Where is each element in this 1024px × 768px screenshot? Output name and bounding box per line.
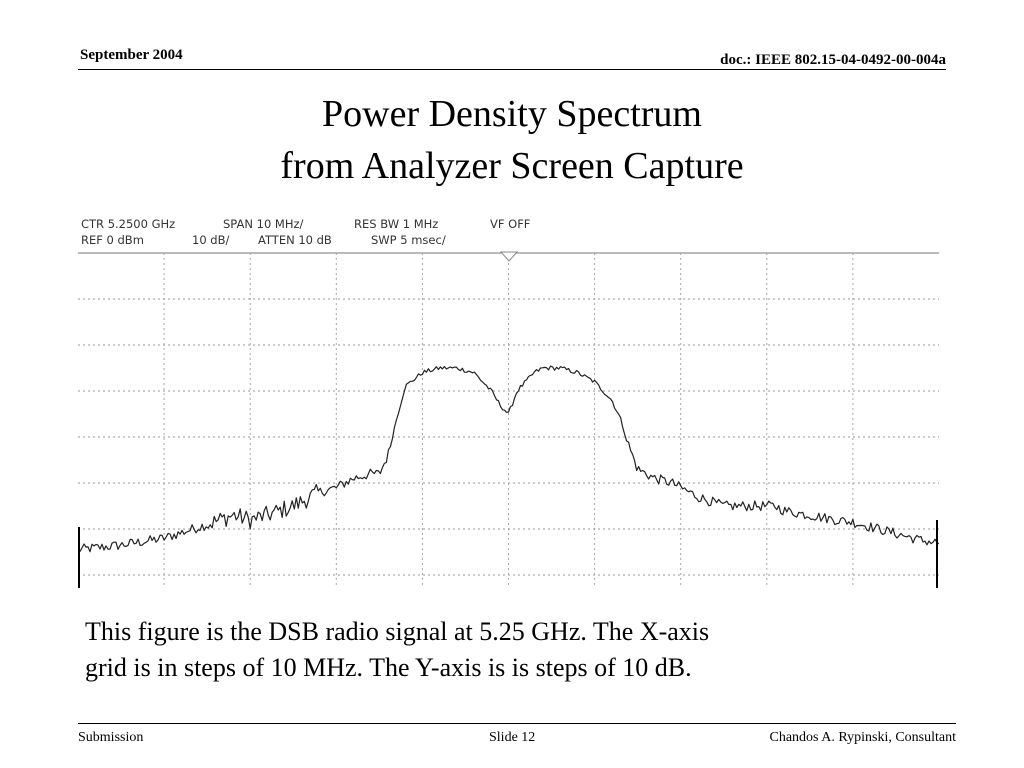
readout-vf: VF OFF	[490, 217, 530, 231]
slide-title: Power Density Spectrum from Analyzer Scr…	[0, 88, 1024, 192]
spectrum-trace	[78, 365, 939, 553]
analyzer-screen-capture: CTR 5.2500 GHz SPAN 10 MHz/ RES BW 1 MHz…	[78, 212, 939, 588]
reference-marker	[499, 251, 519, 262]
caption-line-1: This figure is the DSB radio signal at 5…	[85, 617, 710, 646]
footer-submission: Submission	[78, 730, 144, 745]
readout-atten: ATTEN 10 dB	[258, 233, 332, 247]
graticule	[78, 252, 939, 588]
readout-span: SPAN 10 MHz/	[223, 217, 304, 231]
readout-res-bw: RES BW 1 MHz	[354, 217, 438, 231]
footer-rule	[78, 723, 956, 724]
readout-swp: SWP 5 msec/	[371, 233, 446, 247]
readout-ref: REF 0 dBm	[81, 233, 144, 247]
readout-scale: 10 dB/	[192, 233, 229, 247]
header-doc-id: doc.: IEEE 802.15-04-0492-00-004a	[720, 52, 946, 68]
header-date: September 2004	[80, 47, 183, 63]
caption-line-2: grid is in steps of 10 MHz. The Y-axis i…	[85, 653, 692, 682]
figure-caption: This figure is the DSB radio signal at 5…	[85, 614, 965, 686]
slide-title-line-2: from Analyzer Screen Capture	[280, 145, 744, 187]
slide-title-line-1: Power Density Spectrum	[322, 93, 702, 135]
footer-slide-number: Slide 12	[489, 730, 536, 745]
footer-author: Chandos A. Rypinski, Consultant	[769, 730, 956, 745]
spectrum-display: CTR 5.2500 GHz SPAN 10 MHz/ RES BW 1 MHz…	[78, 217, 939, 588]
readout-ctr: CTR 5.2500 GHz	[81, 217, 175, 231]
header-rule	[78, 69, 946, 70]
